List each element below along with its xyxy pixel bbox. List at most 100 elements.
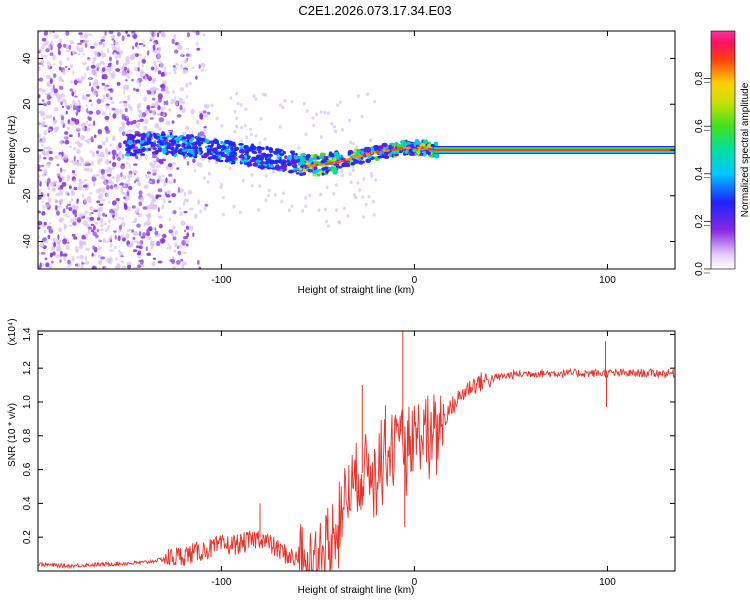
spectrogram-noise-point xyxy=(324,219,328,224)
spectrogram-noise-point xyxy=(233,129,237,134)
spectrogram-noise-point xyxy=(136,223,141,228)
spectrogram-ridge-point xyxy=(134,133,141,137)
spectrogram-noise-point xyxy=(197,199,201,205)
spectrogram-noise-point xyxy=(151,155,157,159)
spectrogram-noise-point xyxy=(40,45,45,50)
spectrogram-noise-point xyxy=(96,150,99,154)
spectrogram-noise-point xyxy=(102,237,107,243)
spectrogram-ridge-point xyxy=(126,148,131,153)
spectrogram-noise-point xyxy=(151,169,155,173)
spectrogram-noise-point xyxy=(83,179,88,182)
spectrogram-ridge-point xyxy=(433,153,440,159)
spectrogram-noise-point xyxy=(52,73,57,78)
spectrogram-noise-point xyxy=(135,122,141,129)
spectrogram-noise-point xyxy=(152,257,156,260)
spectrogram-noise-point xyxy=(47,146,53,152)
spectrogram-noise-point xyxy=(106,240,109,243)
spectrogram-ridge-point xyxy=(170,134,174,139)
spectrogram-noise-point xyxy=(167,243,170,246)
spectrogram-noise-point xyxy=(46,94,51,100)
spectrogram-core-point xyxy=(375,150,381,154)
spectrogram-noise-point xyxy=(264,93,268,97)
spectrogram-core-point xyxy=(398,147,404,150)
spectrogram-noise-point xyxy=(88,99,92,102)
spectrogram-noise-point xyxy=(59,60,63,66)
spectrogram-noise-point xyxy=(168,229,174,234)
spectrogram-noise-point xyxy=(155,195,158,200)
spectrogram-noise-point xyxy=(125,56,130,62)
spectrogram-ridge-point xyxy=(152,147,157,150)
spectrogram-noise-point xyxy=(118,216,121,220)
y-tick-label: 0.4 xyxy=(22,496,33,510)
spectrogram-noise-point xyxy=(123,89,126,96)
spectrogram-noise-point xyxy=(91,86,94,93)
spectrogram-ridge-point xyxy=(274,159,280,164)
spectrogram-noise-point xyxy=(44,31,49,35)
spectrogram-noise-point xyxy=(68,145,73,149)
spectrogram-noise-point xyxy=(77,184,83,191)
spectrogram-noise-point xyxy=(335,208,338,212)
spectrogram-noise-point xyxy=(192,66,195,70)
spectrogram-noise-point xyxy=(98,187,102,192)
spectrogram-noise-point xyxy=(278,103,282,107)
spectrogram-noise-point xyxy=(136,44,140,50)
spectrogram-noise-point xyxy=(290,99,294,104)
spectrogram-noise-point xyxy=(135,155,139,160)
spectrogram-noise-point xyxy=(156,157,160,163)
spectrogram-noise-point xyxy=(179,63,183,70)
spectrogram-noise-point xyxy=(68,224,73,227)
spectrogram-noise-point xyxy=(186,32,190,38)
spectrogram-noise-point xyxy=(314,112,318,117)
x-tick-label: 0 xyxy=(412,577,418,588)
spectrogram-noise-point xyxy=(48,264,52,269)
spectrogram-noise-point xyxy=(304,204,308,209)
spectrogram-noise-point xyxy=(334,129,338,134)
bottom-x-axis-label: Height of straight line (km) xyxy=(298,585,415,596)
spectrogram-noise-point xyxy=(250,184,254,188)
spectrogram-noise-point xyxy=(186,243,189,247)
spectrogram-noise-point xyxy=(176,167,180,170)
spectrogram-ridge-point xyxy=(214,152,219,155)
spectrogram-noise-point xyxy=(92,151,96,158)
spectrogram-ridge-point xyxy=(231,157,238,160)
spectrogram-noise-point xyxy=(128,163,131,169)
spectrogram-noise-point xyxy=(145,108,149,113)
spectrogram-noise-point xyxy=(154,101,160,106)
spectrogram-noise-point xyxy=(79,156,83,160)
spectrogram-ridge-point xyxy=(253,164,257,167)
spectrogram-noise-point xyxy=(351,168,355,172)
spectrogram-noise-point xyxy=(113,245,117,249)
spectrogram-noise-point xyxy=(177,250,182,255)
spectrogram-ridge-point xyxy=(325,170,329,174)
spectrogram-noise-point xyxy=(367,195,371,199)
spectrogram-noise-point xyxy=(154,64,158,70)
spectrogram-ridge-point xyxy=(131,135,136,139)
spectrogram-noise-point xyxy=(101,111,107,116)
spectrogram-ridge-point xyxy=(207,145,213,148)
spectrogram-noise-point xyxy=(163,100,166,106)
spectrogram-noise-point xyxy=(78,245,84,249)
spectrogram-noise-point xyxy=(157,215,163,219)
spectrogram-noise-point xyxy=(120,182,124,185)
spectrogram-ridge-point xyxy=(353,159,358,163)
spectrogram-noise-point xyxy=(107,88,113,91)
spectrogram-ridge-point xyxy=(356,148,362,153)
spectrogram-noise-point xyxy=(78,178,82,182)
spectrogram-noise-point xyxy=(97,246,102,251)
spectrogram-ridge-point xyxy=(312,173,318,177)
spectrogram-ridge-point xyxy=(207,156,213,160)
spectrogram-noise-point xyxy=(73,179,76,183)
spectrogram-noise-point xyxy=(148,226,153,232)
spectrogram-ridge-point xyxy=(174,137,180,141)
spectrogram-noise-point xyxy=(305,109,309,113)
spectrogram-ridge-point xyxy=(265,160,270,165)
spectrogram-noise-point xyxy=(135,88,140,92)
spectrogram-noise-point xyxy=(160,237,165,244)
spectrogram-ridge-point xyxy=(350,162,356,166)
spectrogram-noise-point xyxy=(88,110,94,115)
spectrogram-noise-point xyxy=(161,174,165,178)
spectrogram-noise-point xyxy=(109,243,113,248)
spectrogram-noise-point xyxy=(136,252,141,256)
spectrogram-noise-point xyxy=(203,104,207,109)
spectrogram-noise-point xyxy=(38,227,41,230)
